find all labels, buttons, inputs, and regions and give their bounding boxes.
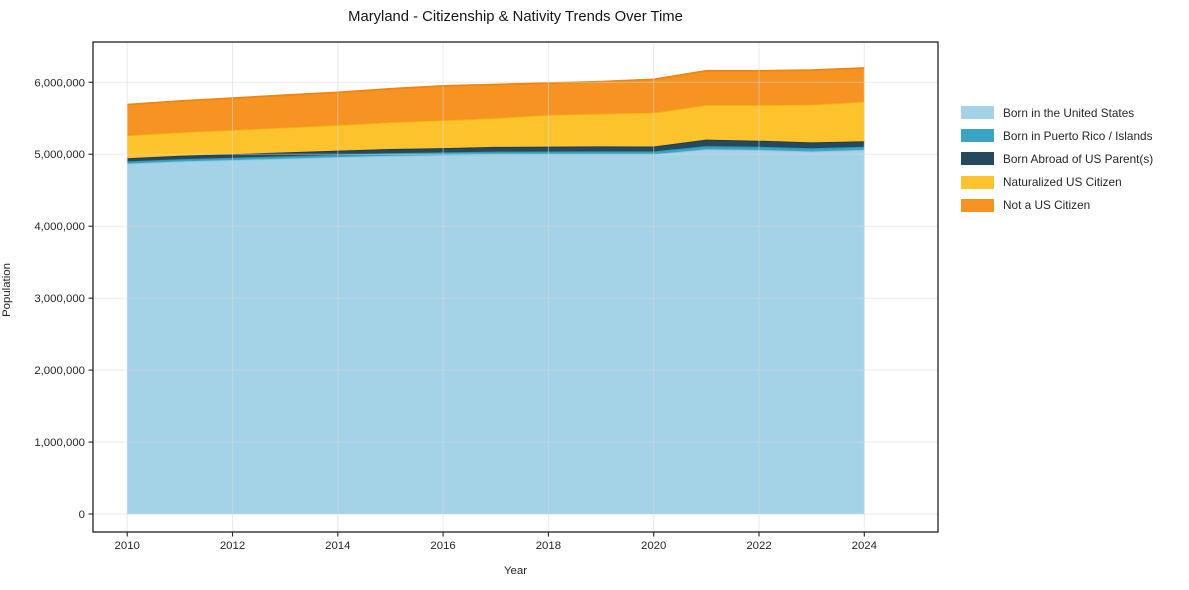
y-tick-label: 5,000,000	[34, 149, 85, 161]
legend-item: Not a US Citizen	[961, 194, 1153, 217]
legend-item: Born Abroad of US Parent(s)	[961, 147, 1153, 170]
legend-item: Naturalized US Citizen	[961, 171, 1153, 194]
area-series-0	[127, 149, 865, 514]
chart-title: Maryland - Citizenship & Nativity Trends…	[348, 9, 683, 25]
legend-item: Born in the United States	[961, 101, 1153, 124]
y-tick-label: 2,000,000	[34, 365, 85, 377]
legend-swatch	[961, 129, 994, 143]
legend-label: Not a US Citizen	[1003, 198, 1091, 213]
y-tick-label: 4,000,000	[34, 221, 85, 233]
y-tick-label: 0	[79, 509, 85, 521]
legend-swatch	[961, 175, 994, 189]
x-axis-label: Year	[503, 565, 527, 577]
y-tick-label: 1,000,000	[34, 437, 85, 449]
plot-spines	[92, 41, 939, 533]
x-tick-label: 2012	[220, 540, 245, 552]
legend-label: Born Abroad of US Parent(s)	[1003, 151, 1154, 166]
legend-item: Born in Puerto Rico / Islands	[961, 124, 1153, 147]
legend-label: Born in Puerto Rico / Islands	[1003, 128, 1153, 143]
area-series-4	[127, 68, 865, 136]
legend-swatch	[961, 198, 994, 212]
x-tick-label: 2018	[536, 540, 561, 552]
area-edge-4	[127, 67, 865, 106]
x-tick-label: 2024	[852, 540, 877, 552]
area-series-3	[127, 101, 865, 159]
x-tick-label: 2014	[325, 540, 350, 552]
legend-swatch	[961, 152, 994, 166]
area-series-2	[127, 139, 865, 162]
legend-label: Naturalized US Citizen	[1003, 175, 1122, 190]
y-tick-label: 3,000,000	[34, 293, 85, 305]
y-tick-label: 6,000,000	[34, 77, 85, 89]
y-axis-label: Population	[1, 263, 13, 317]
legend-label: Born in the United States	[1003, 105, 1135, 120]
legend-swatch	[961, 106, 994, 120]
x-tick-label: 2022	[746, 540, 771, 552]
x-tick-label: 2016	[430, 540, 455, 552]
legend: Born in the United States Born in Puerto …	[961, 101, 1153, 217]
x-tick-label: 2020	[641, 540, 666, 552]
area-series-1	[127, 146, 865, 164]
x-tick-label: 2010	[115, 540, 140, 552]
